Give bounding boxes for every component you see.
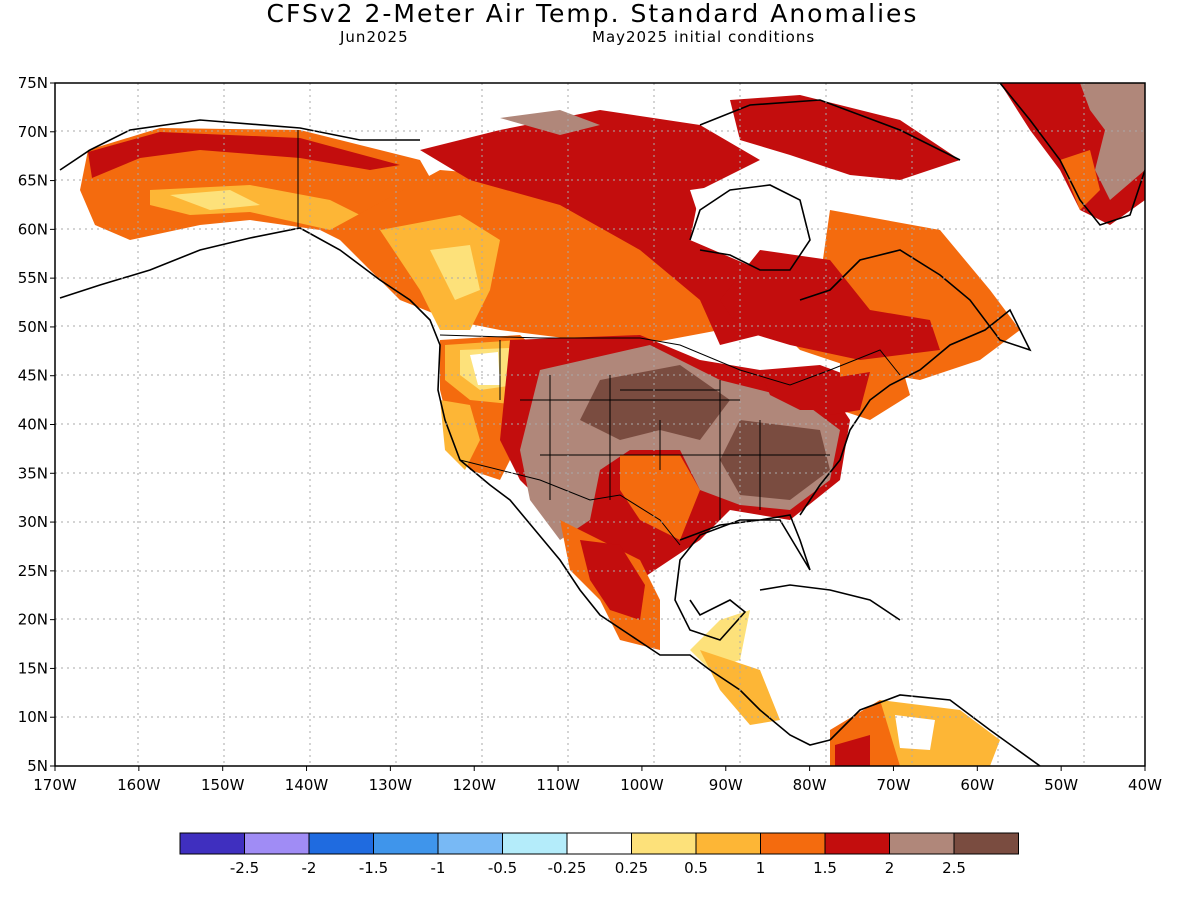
legend-swatch (889, 832, 955, 855)
legend-labels: -2.5 -2 -1.5 -1 -0.5 -0.25 0.25 0.5 1 1.5 2 2.5 (230, 859, 966, 877)
lon-tick-label: 90W (709, 776, 743, 794)
shade-alaska-red (88, 132, 400, 178)
lon-tick-label: 50W (1044, 776, 1078, 794)
coast-east (799, 249, 1032, 516)
shade-wcanada-yellow (380, 215, 500, 330)
shade-nw-white (470, 352, 500, 385)
coast-hudson-bay (689, 184, 811, 271)
lon-tick-label: 160W (117, 776, 161, 794)
lat-tick-label: 20N (18, 611, 48, 629)
legend-label: -1 (431, 859, 446, 877)
shade-northeast-red (820, 372, 870, 415)
coast-caribbean (759, 584, 901, 621)
shade-central-america-yellow (700, 650, 780, 725)
shade-sa-red (835, 735, 870, 766)
legend-swatch (953, 832, 1019, 855)
lon-tick-label: 150W (201, 776, 245, 794)
lat-axis: 75N 70N 65N 60N 55N 50N 45N 40N 35N 30N 25N 20N 15N 1… (18, 74, 55, 775)
anomaly-field (80, 83, 1145, 766)
legend-swatch (695, 832, 761, 855)
lat-tick-label: 60N (18, 220, 48, 238)
legend-swatch (373, 832, 439, 855)
shade-southeast-darkbrown (720, 420, 830, 500)
legend-swatch (308, 832, 374, 855)
legend-label: -0.25 (548, 859, 587, 877)
lon-tick-label: 100W (620, 776, 664, 794)
lat-tick-label: 70N (18, 123, 48, 141)
lon-axis: 170W 160W 150W 140W 130W 120W 110W 100W 90W 80W 70… (33, 766, 1162, 794)
legend-label: 0.25 (615, 859, 648, 877)
lat-tick-label: 10N (18, 708, 48, 726)
legend-label: 1 (756, 859, 766, 877)
init-conditions: May2025 initial conditions (592, 28, 816, 46)
lon-tick-label: 140W (285, 776, 329, 794)
lon-tick-label: 60W (960, 776, 994, 794)
legend-label: -1.5 (359, 859, 388, 877)
shade-arctic-brown (500, 110, 600, 135)
lat-tick-label: 15N (18, 659, 48, 677)
state-lines (499, 340, 830, 520)
coast-baffin (699, 99, 961, 161)
legend-swatch (502, 832, 568, 855)
shade-arctic-red (420, 110, 790, 345)
shade-greenland-orange (1060, 150, 1100, 210)
legend-label: -2.5 (230, 859, 259, 877)
lon-tick-label: 130W (369, 776, 413, 794)
lat-tick-label: 30N (18, 513, 48, 531)
lon-tick-label: 40W (1128, 776, 1162, 794)
coast-gulf (674, 514, 811, 641)
shade-cal-yellow (440, 400, 480, 470)
lon-tick-label: 110W (536, 776, 580, 794)
shade-greenland-brown (1080, 83, 1145, 200)
lat-tick-label: 5N (27, 757, 48, 775)
lat-tick-label: 40N (18, 416, 48, 434)
legend-label: 0.5 (684, 859, 708, 877)
lat-tick-label: 50N (18, 318, 48, 336)
legend-label: -0.5 (488, 859, 517, 877)
shade-plains-darkbrown (580, 365, 730, 440)
political-boundaries (297, 130, 901, 546)
legend-colorbar (179, 832, 1019, 855)
legend-swatch (566, 832, 632, 855)
lon-tick-label: 120W (452, 776, 496, 794)
legend-label: 2.5 (942, 859, 966, 877)
lat-tick-label: 75N (18, 74, 48, 92)
legend-swatch (179, 832, 245, 855)
lat-tick-label: 45N (18, 367, 48, 385)
border-us-mexico (459, 459, 681, 546)
shade-texas-orange (620, 455, 700, 540)
lat-tick-label: 35N (18, 464, 48, 482)
lon-tick-label: 70W (877, 776, 911, 794)
lat-tick-label: 65N (18, 172, 48, 190)
legend-swatch (437, 832, 503, 855)
coast-greenland (999, 83, 1145, 226)
legend-label: 2 (885, 859, 895, 877)
coastlines (59, 83, 1145, 766)
coast-alaska-north (59, 119, 420, 171)
legend-swatch (631, 832, 697, 855)
lon-tick-label: 170W (33, 776, 77, 794)
lon-tick-label: 80W (793, 776, 827, 794)
shade-sa-white (895, 715, 935, 750)
shade-baffin-red (730, 95, 960, 180)
shade-alaska-pale (170, 190, 260, 210)
border-us-canada (439, 334, 901, 386)
lat-tick-label: 25N (18, 562, 48, 580)
map-title: CFSv2 2-Meter Air Temp. Standard Anomali… (266, 0, 919, 28)
coast-south-america (829, 694, 1041, 766)
shade-mexico-red (580, 540, 645, 620)
valid-month: Jun2025 (340, 28, 409, 46)
legend-swatch (244, 832, 310, 855)
legend-label: 1.5 (813, 859, 837, 877)
legend-swatch (760, 832, 826, 855)
shade-wcanada-pale (430, 245, 480, 300)
shade-sa-yellow (880, 700, 1000, 766)
legend-label: -2 (302, 859, 317, 877)
lat-tick-label: 55N (18, 269, 48, 287)
legend-swatch (824, 832, 890, 855)
coast-north-america (59, 227, 831, 746)
